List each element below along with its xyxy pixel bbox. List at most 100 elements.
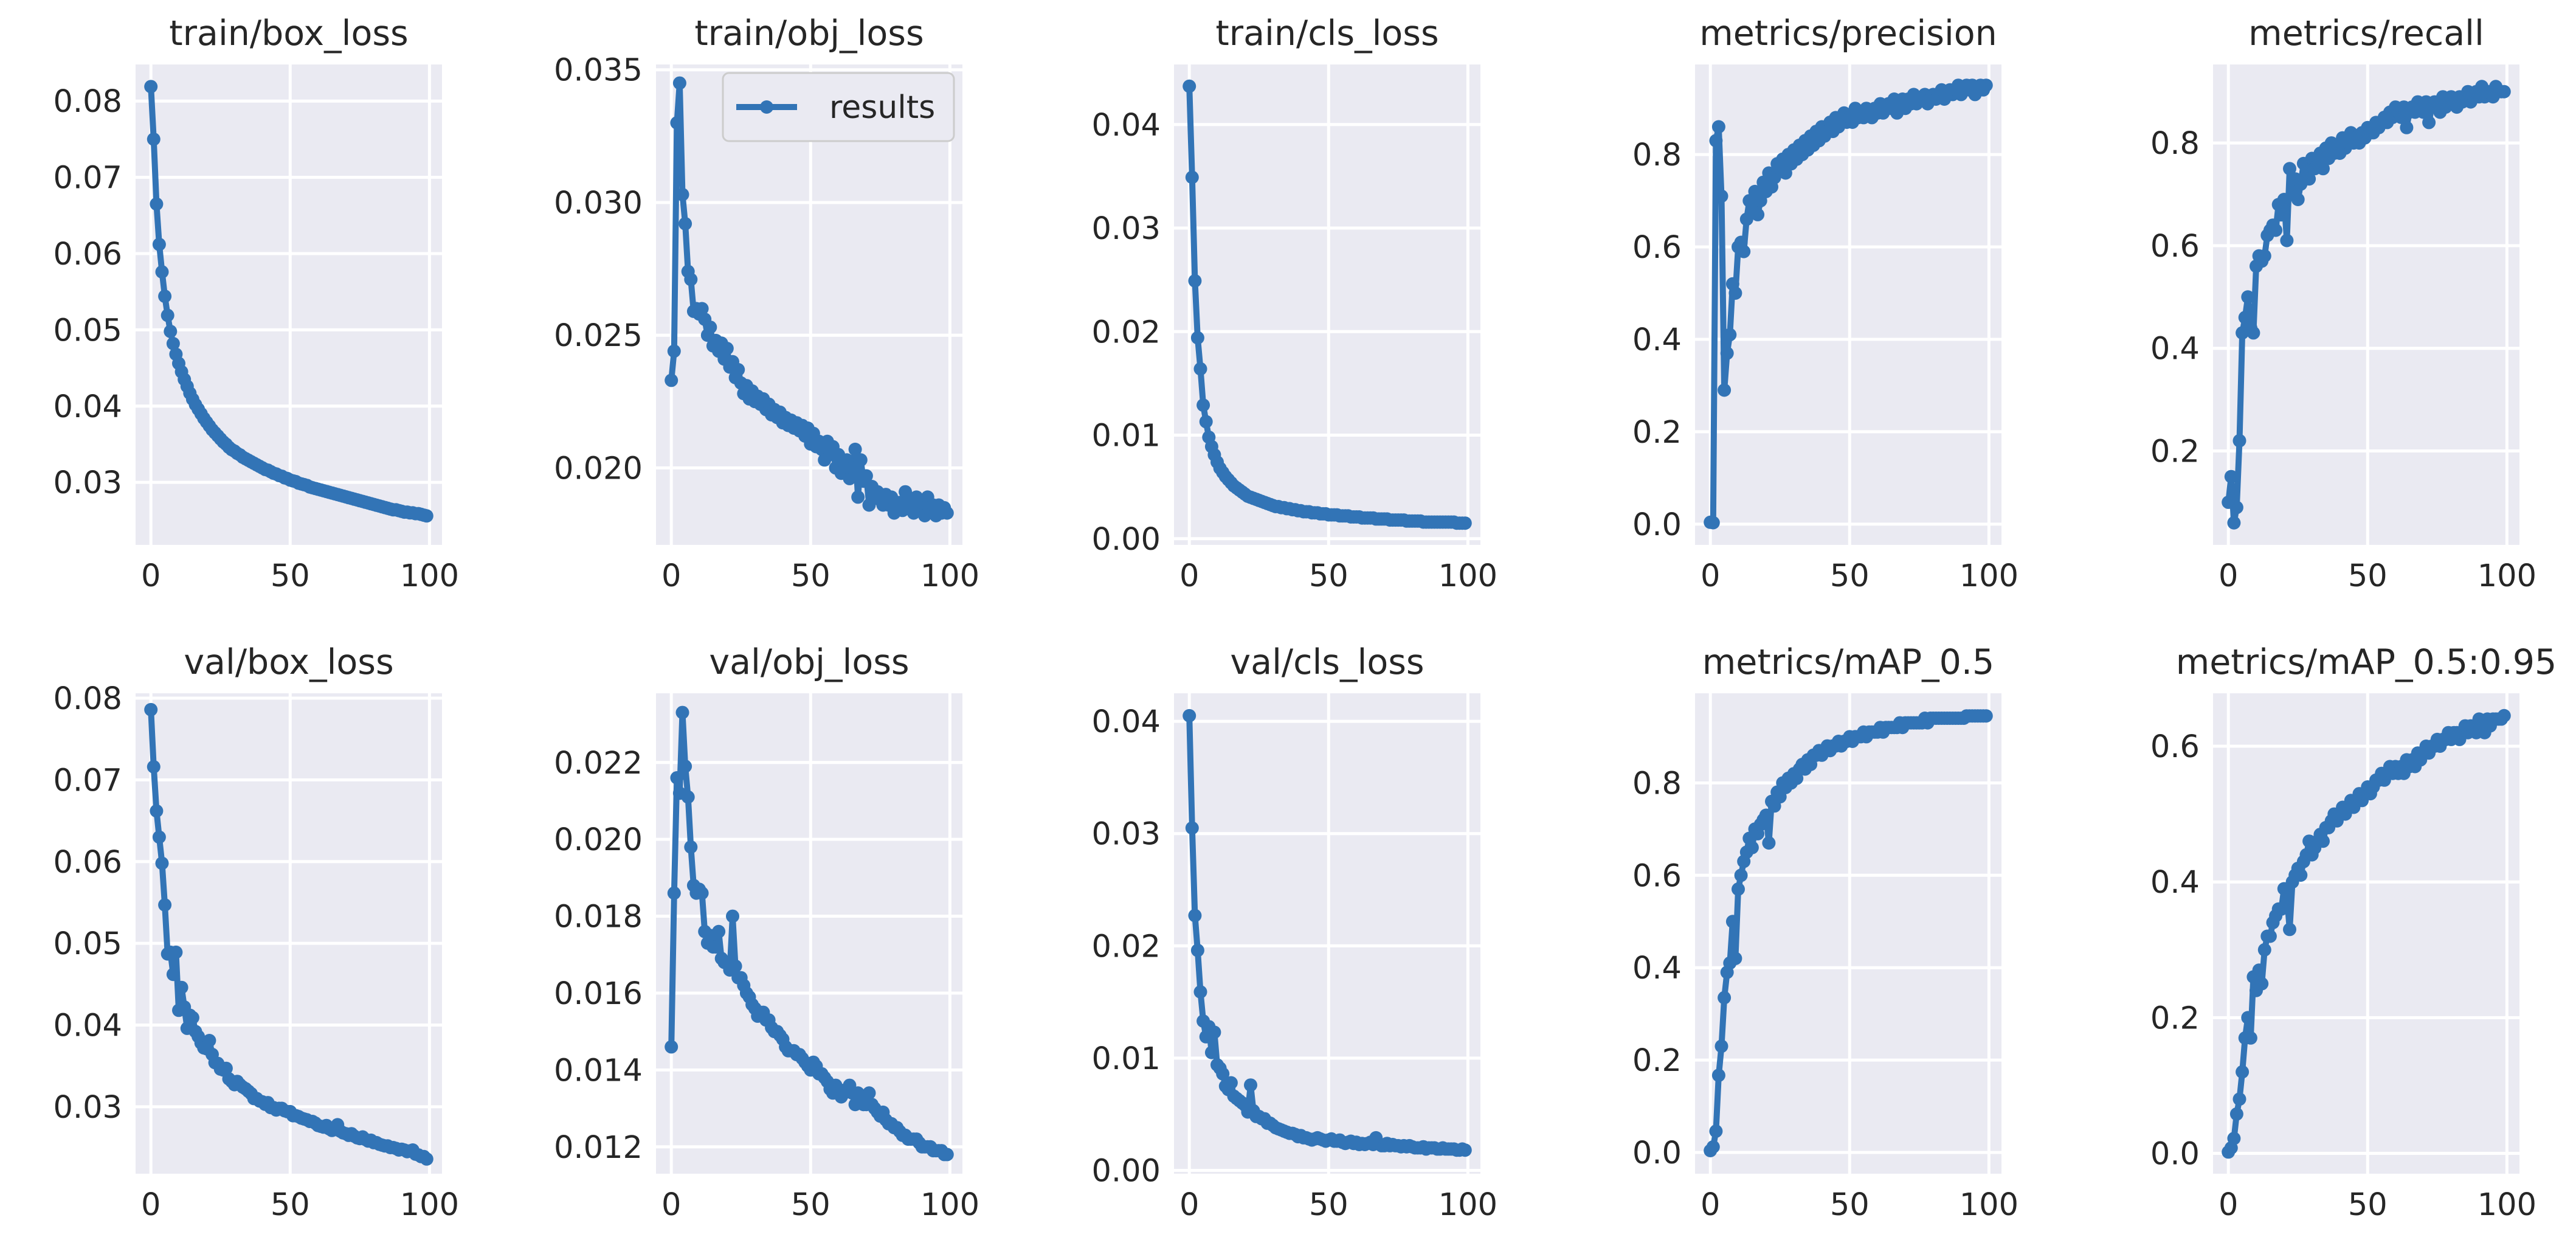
train-box-loss-data-point — [155, 265, 169, 279]
metrics-map-0-5-x-tick-label: 0 — [1701, 1187, 1720, 1223]
train-box-loss-y-tick-label: 0.05 — [53, 313, 122, 348]
metrics-precision-data-point — [1718, 383, 1732, 397]
val-cls-loss-x-tick-label: 0 — [1179, 1187, 1199, 1223]
train-cls-loss-y-tick-label: 0.03 — [1091, 211, 1161, 247]
train-obj-loss-data-point — [679, 217, 692, 230]
metrics-recall-title: metrics/recall — [2248, 13, 2484, 54]
val-cls-loss-y-tick-label: 0.00 — [1091, 1153, 1161, 1189]
train-box-loss-x-tick-label: 0 — [141, 558, 161, 594]
train-obj-loss-data-point — [899, 485, 913, 499]
train-box-loss-data-point — [150, 197, 164, 211]
metrics-recall-data-point — [2283, 162, 2296, 176]
metrics-precision-y-tick-label: 0.0 — [1632, 507, 1682, 543]
val-obj-loss-data-point — [862, 1086, 876, 1100]
metrics-map-0-5-data-point — [1732, 882, 1745, 896]
metrics-map-0-5-data-point — [1745, 840, 1759, 854]
val-cls-loss-data-point — [1216, 1067, 1230, 1081]
metrics-map-0-5-data-point — [1734, 868, 1748, 882]
metrics-precision-data-point — [1711, 120, 1725, 134]
val-obj-loss-data-point — [667, 886, 681, 900]
metrics-precision-y-tick-label: 0.6 — [1632, 230, 1682, 266]
metrics-map-0-5-0-95-data-point — [2255, 977, 2269, 991]
metrics-recall-data-point — [2274, 208, 2288, 222]
train-obj-loss-data-point — [848, 442, 862, 456]
val-obj-loss-y-tick-label: 0.018 — [554, 899, 643, 935]
metrics-map-0-5-0-95-x-tick-label: 0 — [2219, 1187, 2238, 1223]
val-box-loss-data-point — [152, 830, 166, 844]
metrics-recall-data-point — [2422, 116, 2436, 130]
metrics-recall-data-point — [2241, 290, 2255, 304]
val-cls-loss-y-tick-label: 0.04 — [1091, 704, 1161, 740]
metrics-map-0-5-0-95-x-tick-label: 50 — [2348, 1187, 2388, 1223]
val-cls-loss-y-tick-label: 0.02 — [1091, 929, 1161, 965]
metrics-precision-y-tick-label: 0.2 — [1632, 415, 1682, 451]
val-obj-loss-data-point — [670, 771, 684, 785]
val-box-loss-y-tick-label: 0.04 — [53, 1008, 122, 1044]
metrics-recall-x-tick-label: 0 — [2219, 558, 2238, 594]
val-box-loss-x-tick-label: 100 — [400, 1187, 459, 1223]
metrics-recall-data-point — [2238, 311, 2252, 325]
val-obj-loss-y-tick-label: 0.014 — [554, 1053, 643, 1089]
train-obj-loss-title: train/obj_loss — [694, 13, 924, 54]
metrics-map-0-5-data-point — [1711, 1069, 1725, 1083]
train-obj-loss-data-point — [665, 373, 679, 387]
val-obj-loss-x-tick-label: 100 — [920, 1187, 979, 1223]
val-cls-loss-data-point — [1193, 985, 1207, 999]
metrics-precision-data-point — [1709, 134, 1723, 148]
val-cls-loss-data-point — [1207, 1025, 1221, 1039]
train-box-loss-data-point — [147, 132, 161, 146]
val-cls-loss-y-tick-label: 0.01 — [1091, 1041, 1161, 1077]
train-obj-loss-data-point — [684, 272, 698, 286]
metrics-recall-data-point — [2229, 501, 2243, 514]
metrics-map-0-5-0-95-y-tick-label: 0.2 — [2150, 1000, 2200, 1036]
metrics-map-0-5-0-95-data-point — [2227, 1132, 2241, 1145]
metrics-map-0-5-0-95-data-point — [2316, 834, 2330, 848]
metrics-precision-x-tick-label: 0 — [1701, 558, 1720, 594]
train-obj-loss-x-tick-label: 0 — [661, 558, 681, 594]
val-cls-loss-data-point — [1244, 1078, 1257, 1092]
metrics-precision-data-point — [1714, 189, 1728, 203]
metrics-precision-data-point — [1706, 516, 1720, 530]
metrics-map-0-5-title: metrics/mAP_0.5 — [1702, 642, 1995, 682]
train-box-loss-data-point — [420, 509, 433, 523]
train-obj-loss-legend-marker — [760, 100, 773, 114]
metrics-map-0-5-0-95-data-point — [2252, 963, 2266, 977]
metrics-precision-title: metrics/precision — [1699, 13, 1997, 54]
val-obj-loss-title: val/obj_loss — [709, 642, 909, 682]
val-obj-loss-y-tick-label: 0.020 — [554, 822, 643, 858]
metrics-map-0-5-data-point — [1979, 709, 1993, 723]
metrics-map-0-5-y-tick-label: 0.2 — [1632, 1043, 1682, 1079]
metrics-recall-data-point — [2302, 172, 2316, 186]
train-obj-loss-data-point — [695, 302, 709, 316]
train-obj-loss-data-point — [731, 362, 745, 376]
val-obj-loss-data-point — [684, 840, 698, 854]
metrics-recall-y-tick-label: 0.2 — [2150, 434, 2200, 470]
train-box-loss-data-point — [152, 237, 166, 251]
train-cls-loss-x-tick-label: 100 — [1438, 558, 1497, 594]
metrics-map-0-5-0-95-data-point — [2274, 902, 2288, 916]
train-obj-loss-y-tick-label: 0.025 — [554, 318, 643, 354]
train-cls-loss-data-point — [1193, 362, 1207, 376]
train-cls-loss-data-point — [1199, 415, 1213, 429]
metrics-map-0-5-data-point — [1759, 808, 1773, 822]
val-box-loss-x-tick-label: 50 — [271, 1187, 310, 1223]
metrics-map-0-5-y-tick-label: 0.4 — [1632, 951, 1682, 986]
val-cls-loss-y-tick-label: 0.03 — [1091, 817, 1161, 853]
metrics-recall-x-tick-label: 50 — [2348, 558, 2388, 594]
train-cls-loss-data-point — [1188, 274, 1202, 288]
metrics-recall-y-tick-label: 0.4 — [2150, 331, 2200, 367]
val-box-loss-data-point — [166, 968, 180, 982]
val-box-loss-data-point — [144, 702, 158, 716]
train-box-loss-y-tick-label: 0.06 — [53, 237, 122, 272]
val-cls-loss-data-point — [1224, 1076, 1238, 1090]
val-box-loss-title: val/box_loss — [184, 642, 393, 682]
metrics-recall-data-point — [2224, 469, 2238, 483]
train-box-loss-data-point — [158, 289, 172, 303]
val-obj-loss-data-point — [726, 909, 739, 923]
val-box-loss-y-tick-label: 0.03 — [53, 1090, 122, 1126]
train-cls-loss-data-point — [1183, 79, 1196, 93]
metrics-recall-data-point — [2227, 516, 2241, 530]
metrics-map-0-5-0-95-y-tick-label: 0.4 — [2150, 865, 2200, 901]
train-obj-loss-x-tick-label: 100 — [920, 558, 979, 594]
